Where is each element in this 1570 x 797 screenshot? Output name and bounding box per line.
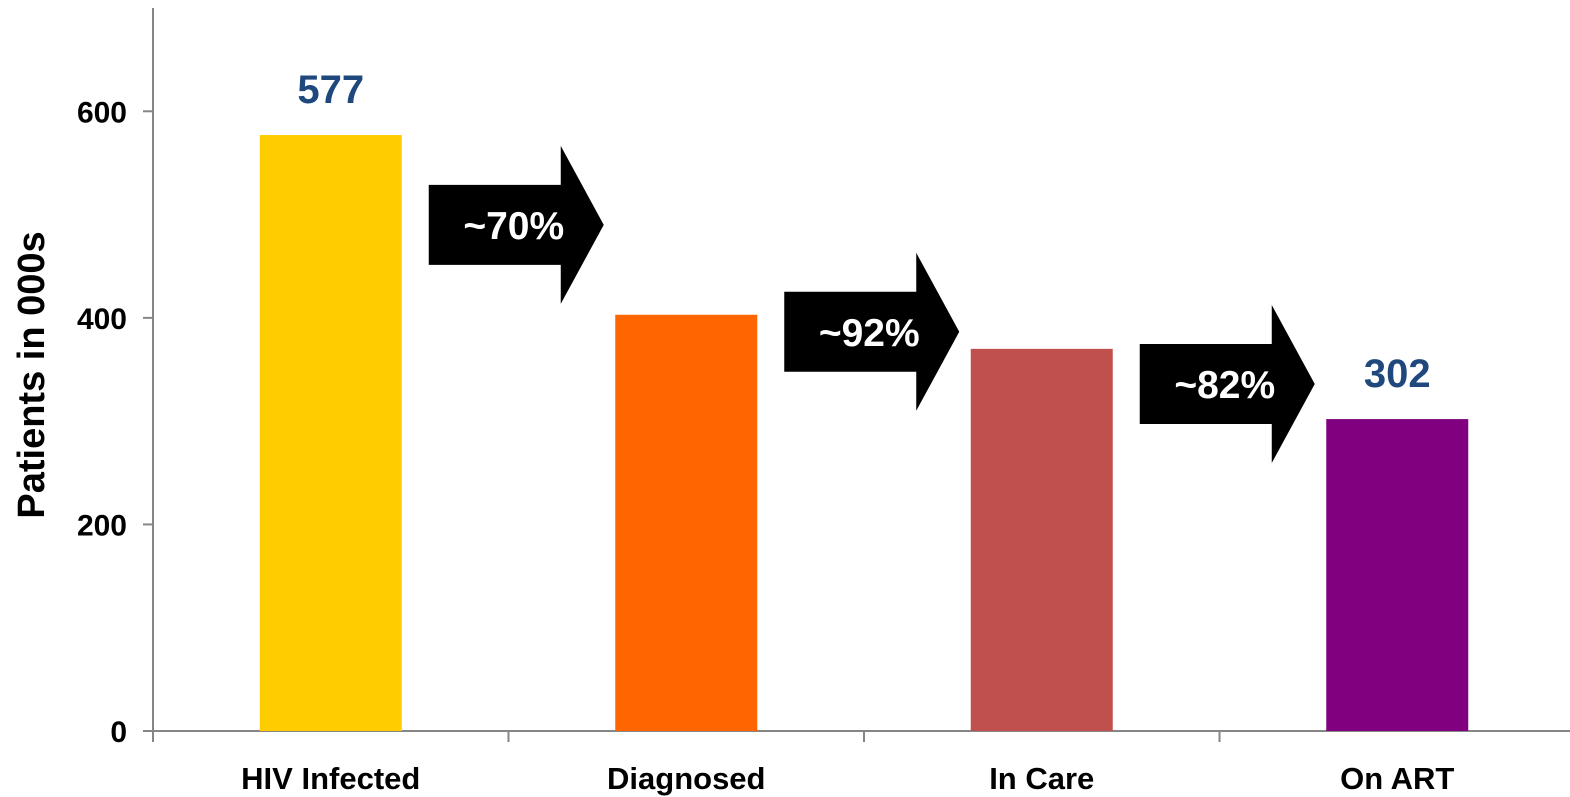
y-tick-label: 600	[77, 96, 127, 129]
data-label: 302	[1364, 352, 1431, 396]
x-category-label: On ART	[1340, 761, 1454, 796]
y-tick-label: 400	[77, 303, 127, 336]
transition-arrows: ~70% ~92% ~82%	[429, 146, 1315, 463]
x-category-label: HIV Infected	[241, 761, 420, 796]
bar	[260, 135, 402, 731]
bar	[1326, 419, 1468, 731]
arrow-label: ~92%	[819, 312, 920, 355]
arrow-label: ~82%	[1174, 364, 1275, 407]
arrow-label: ~70%	[463, 205, 564, 248]
y-tick-label: 0	[110, 716, 127, 749]
x-category-label: In Care	[989, 761, 1094, 796]
data-label: 577	[297, 68, 364, 112]
bar	[971, 349, 1113, 731]
x-category-label: Diagnosed	[607, 761, 765, 796]
bar	[615, 315, 757, 731]
y-axis-title: Patients in 000s	[11, 231, 53, 518]
y-tick-label: 200	[77, 509, 127, 542]
